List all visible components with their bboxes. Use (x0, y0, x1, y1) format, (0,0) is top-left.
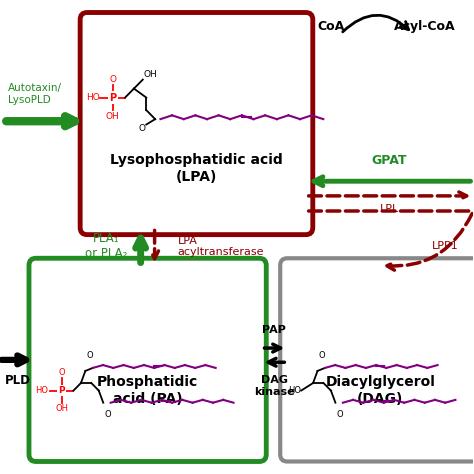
Text: LPA
acyltransferase: LPA acyltransferase (178, 236, 264, 257)
Text: LPP1: LPP1 (431, 241, 458, 251)
Text: O: O (138, 124, 146, 133)
Text: O: O (104, 410, 111, 419)
Text: Lysophosphatidic acid
(LPA): Lysophosphatidic acid (LPA) (110, 154, 283, 183)
Text: O: O (319, 351, 325, 360)
Text: P: P (109, 92, 116, 102)
Text: GPAT: GPAT (372, 154, 407, 167)
FancyBboxPatch shape (29, 258, 266, 462)
FancyArrowPatch shape (343, 15, 409, 32)
Text: LPL: LPL (380, 204, 399, 214)
FancyBboxPatch shape (280, 258, 474, 462)
FancyBboxPatch shape (80, 12, 313, 235)
Text: PLD: PLD (4, 374, 30, 387)
Text: OH: OH (55, 404, 68, 413)
Text: DAG
kinase: DAG kinase (254, 375, 295, 397)
Text: PAP: PAP (263, 325, 286, 335)
Text: PLA₁
or PLA₂: PLA₁ or PLA₂ (84, 232, 127, 260)
Text: HO: HO (288, 386, 301, 395)
Text: Acyl-CoA: Acyl-CoA (393, 20, 455, 33)
Text: O: O (109, 75, 116, 84)
Text: O: O (337, 410, 343, 419)
FancyArrowPatch shape (387, 213, 472, 270)
Text: CoA: CoA (318, 20, 345, 33)
Text: O: O (58, 368, 65, 377)
Text: O: O (87, 351, 93, 360)
Text: HO: HO (35, 386, 48, 395)
Text: Phosphatidic
acid (PA): Phosphatidic acid (PA) (97, 375, 198, 406)
Text: Diacylglycerol
(DAG): Diacylglycerol (DAG) (325, 375, 435, 406)
Text: P: P (58, 386, 65, 395)
Text: HO: HO (86, 93, 100, 102)
Text: OH: OH (106, 112, 119, 121)
Text: Autotaxin/
LysoPLD: Autotaxin/ LysoPLD (8, 83, 62, 105)
Text: OH: OH (144, 70, 157, 79)
